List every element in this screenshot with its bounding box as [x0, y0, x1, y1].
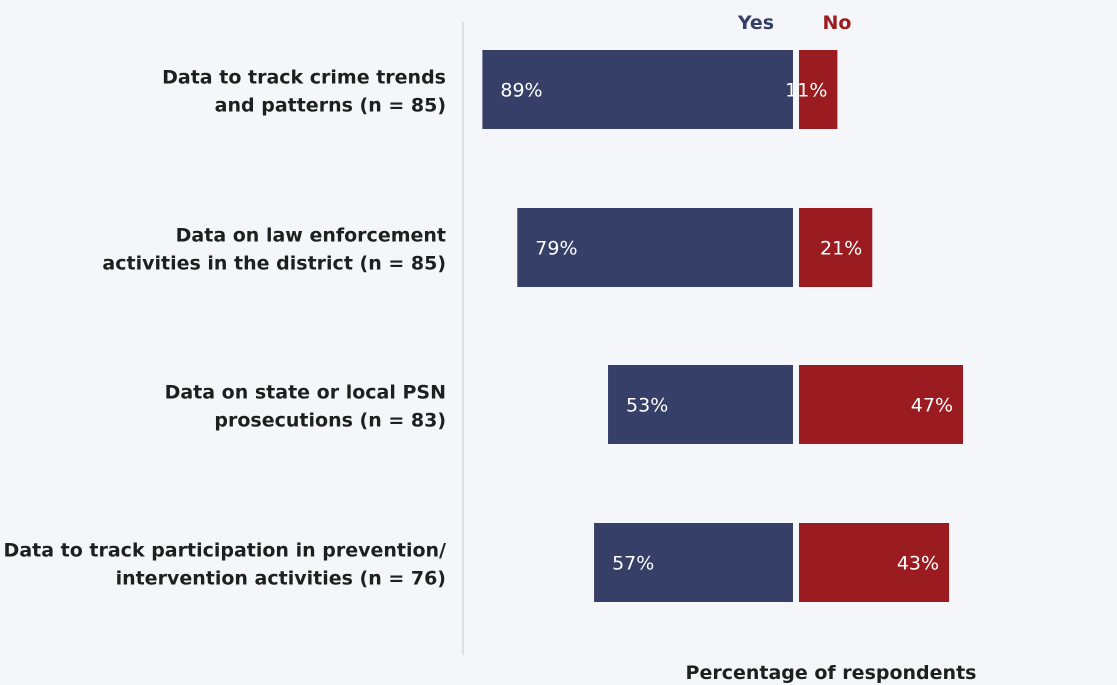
bar-no: [799, 523, 950, 602]
bar-yes-label: 57%: [612, 553, 654, 575]
bar-no-label: 11%: [785, 80, 827, 102]
category-label: Data to track participation in preventio…: [4, 540, 447, 562]
category-labels: Data to track crime trends and patterns (…: [4, 67, 447, 590]
bar-yes-label: 79%: [535, 238, 577, 260]
category-label: activities in the district (n = 85): [102, 253, 446, 275]
bar-no-label: 21%: [820, 238, 862, 260]
category-label: Data to track crime trends: [162, 67, 446, 89]
bar-no: [799, 208, 873, 287]
bar-no-label: 47%: [911, 395, 953, 417]
bars: 89% 11% 79% 21% 53% 47% 57% 43%: [482, 50, 964, 602]
category-label: Data on state or local PSN: [165, 382, 446, 404]
bar-yes: [482, 50, 793, 129]
legend-no: No: [823, 12, 852, 34]
bar-yes: [608, 365, 793, 444]
bar-yes-label: 53%: [626, 395, 668, 417]
bar-yes: [517, 208, 793, 287]
category-label: Data on law enforcement: [176, 225, 446, 247]
legend-yes: Yes: [737, 12, 774, 34]
category-label: intervention activities (n = 76): [116, 568, 446, 590]
category-label: prosecutions (n = 83): [214, 410, 446, 432]
legend: Yes No: [737, 12, 852, 34]
bar-no-label: 43%: [897, 553, 939, 575]
category-label: and patterns (n = 85): [215, 95, 446, 117]
bar-no: [799, 50, 838, 129]
bar-yes-label: 89%: [500, 80, 542, 102]
x-axis-label: Percentage of respondents: [686, 662, 977, 684]
bar-yes: [594, 523, 793, 602]
bar-no: [799, 365, 964, 444]
